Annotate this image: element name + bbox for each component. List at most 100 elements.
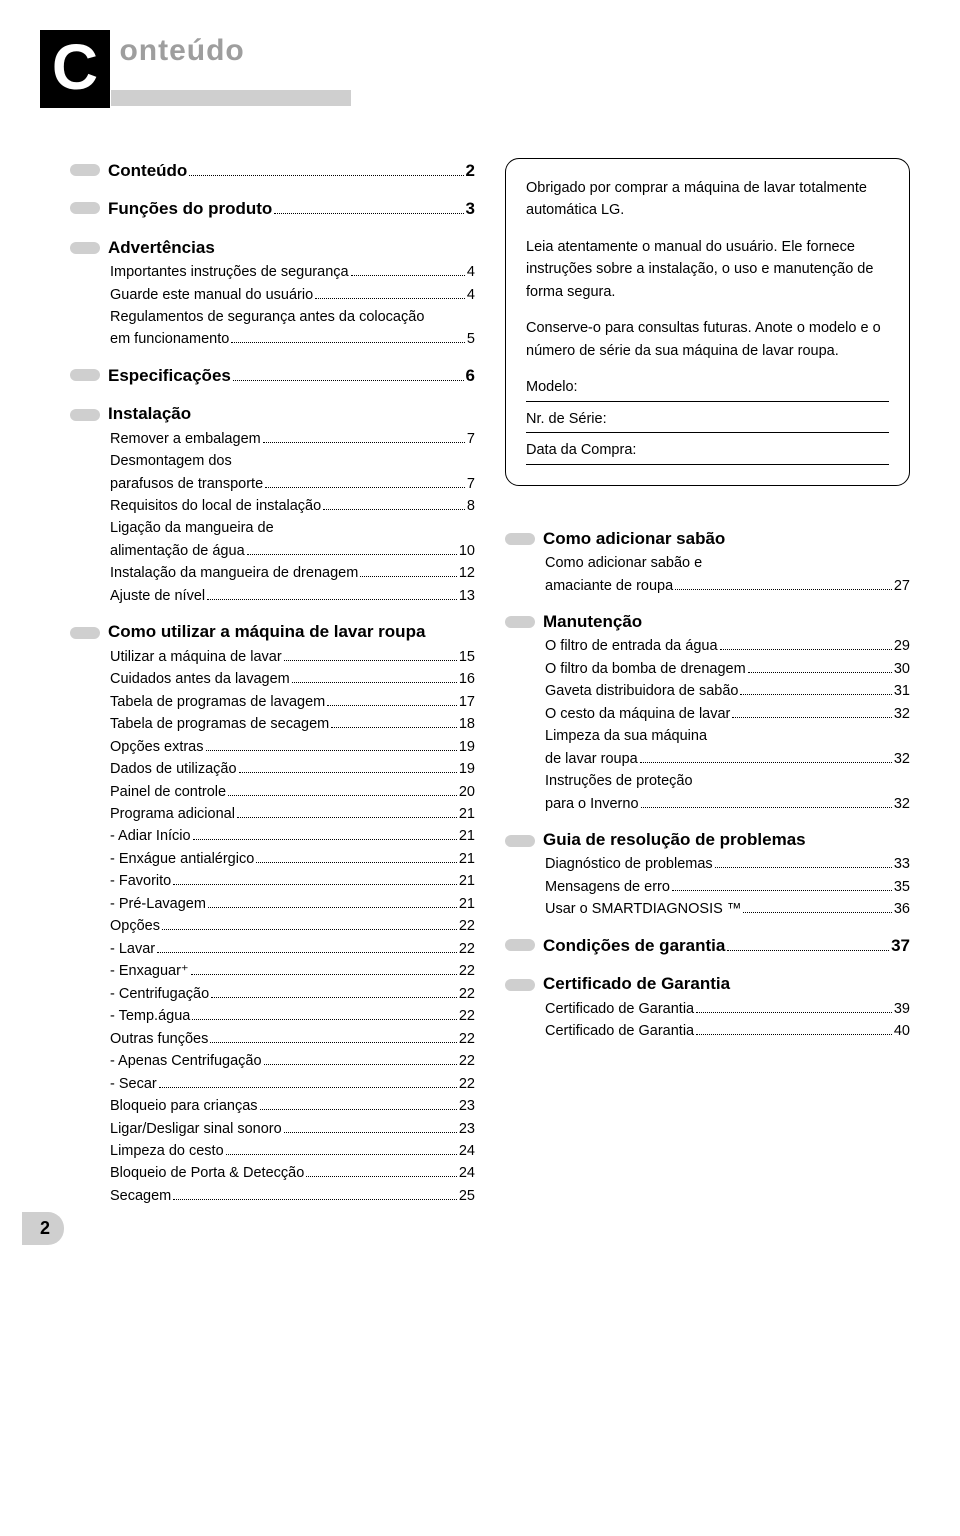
toc-item: Como adicionar sabão eamaciante de roupa… bbox=[545, 552, 910, 597]
toc-section-title: Advertências bbox=[110, 235, 475, 261]
toc-page: 35 bbox=[894, 876, 910, 898]
toc-section: Conteúdo2 bbox=[70, 158, 475, 184]
toc-item-label: Certificado de Garantia bbox=[545, 1020, 694, 1042]
toc-item-lastline: alimentação de água10 bbox=[110, 540, 475, 562]
toc-item-label: Diagnóstico de problemas bbox=[545, 853, 713, 875]
toc-item-label: Programa adicional bbox=[110, 803, 235, 825]
toc-item-label: O filtro da bomba de drenagem bbox=[545, 658, 746, 680]
toc-page: 19 bbox=[459, 736, 475, 758]
toc-section-title: Conteúdo2 bbox=[110, 158, 475, 184]
toc-item-label: Cuidados antes da lavagem bbox=[110, 668, 290, 690]
toc-section-title: Funções do produto3 bbox=[110, 196, 475, 222]
toc-item-label: Requisitos do local de instalação bbox=[110, 495, 321, 517]
section-title-text: Manutenção bbox=[543, 612, 642, 631]
toc-item-lastline: para o Inverno 32 bbox=[545, 793, 910, 815]
toc-page: 39 bbox=[894, 998, 910, 1020]
toc-dots bbox=[727, 950, 889, 951]
toc-item-label: Mensagens de erro bbox=[545, 876, 670, 898]
toc-dots bbox=[306, 1176, 457, 1177]
toc-item-label: - Centrifugação bbox=[110, 983, 209, 1005]
toc-dots bbox=[732, 717, 891, 718]
toc-dots bbox=[331, 727, 457, 728]
toc-dots bbox=[162, 929, 457, 930]
toc-page: 24 bbox=[459, 1162, 475, 1184]
toc-page: 21 bbox=[459, 848, 475, 870]
toc-item-label: Secagem bbox=[110, 1185, 171, 1207]
toc-page: 3 bbox=[466, 196, 475, 222]
toc-item-label: Utilizar a máquina de lavar bbox=[110, 646, 282, 668]
toc-item: Ligar/Desligar sinal sonoro23 bbox=[110, 1118, 475, 1140]
toc-item-label: Importantes instruções de segurança bbox=[110, 261, 349, 283]
toc-page: 13 bbox=[459, 585, 475, 607]
toc-item-label: O cesto da máquina de lavar bbox=[545, 703, 730, 725]
toc-dots bbox=[237, 817, 457, 818]
toc-dots bbox=[211, 997, 457, 998]
toc-page: 7 bbox=[467, 473, 475, 495]
toc-item: Programa adicional21 bbox=[110, 803, 475, 825]
toc-page: 30 bbox=[894, 658, 910, 680]
toc-item: - Centrifugação22 bbox=[110, 983, 475, 1005]
toc-section: Funções do produto3 bbox=[70, 196, 475, 222]
toc-item: Cuidados antes da lavagem16 bbox=[110, 668, 475, 690]
toc-dots bbox=[696, 1012, 892, 1013]
toc-dots bbox=[247, 554, 457, 555]
toc-item-label: Guarde este manual do usuário bbox=[110, 284, 313, 306]
section-bullet bbox=[70, 242, 100, 254]
header-underline bbox=[111, 90, 351, 106]
toc-item-label: para o Inverno bbox=[545, 793, 639, 815]
toc-item: Regulamentos de segurança antes da coloc… bbox=[110, 306, 475, 351]
toc-page: 4 bbox=[467, 261, 475, 283]
toc-item: Opções22 bbox=[110, 915, 475, 937]
toc-item-label: - Enxágue antialérgico bbox=[110, 848, 254, 870]
toc-page: 36 bbox=[894, 898, 910, 920]
toc-item-label: Como adicionar sabão e bbox=[545, 552, 910, 574]
toc-item-label: de lavar roupa bbox=[545, 748, 638, 770]
toc-item-label: parafusos de transporte bbox=[110, 473, 263, 495]
section-bullet bbox=[70, 409, 100, 421]
toc-item-label: Instalação da mangueira de drenagem bbox=[110, 562, 358, 584]
section-title-text: Conteúdo bbox=[108, 158, 187, 184]
toc-item: Instalação da mangueira de drenagem12 bbox=[110, 562, 475, 584]
toc-item-label: - Enxaguar⁺ bbox=[110, 960, 189, 982]
toc-dots bbox=[743, 912, 892, 913]
toc-item: Certificado de Garantia40 bbox=[545, 1020, 910, 1042]
toc-item-lastline: amaciante de roupa27 bbox=[545, 575, 910, 597]
toc-item-label: - Secar bbox=[110, 1073, 157, 1095]
toc-section: Como adicionar sabão Como adicionar sabão… bbox=[505, 526, 910, 597]
toc-dots bbox=[720, 649, 892, 650]
section-title-text: Advertências bbox=[108, 238, 215, 257]
toc-page: 22 bbox=[459, 1073, 475, 1095]
toc-section: ManutençãoO filtro de entrada da água29O… bbox=[505, 609, 910, 815]
toc-page: 32 bbox=[894, 793, 910, 815]
toc-dots bbox=[263, 442, 465, 443]
toc-dots bbox=[672, 890, 892, 891]
toc-page: 10 bbox=[459, 540, 475, 562]
toc-page: 24 bbox=[459, 1140, 475, 1162]
toc-item-label: Instruções de proteção bbox=[545, 770, 910, 792]
toc-page: 22 bbox=[459, 1028, 475, 1050]
toc-item-label: Tabela de programas de secagem bbox=[110, 713, 329, 735]
toc-item-label: - Apenas Centrifugação bbox=[110, 1050, 262, 1072]
toc-item: Diagnóstico de problemas33 bbox=[545, 853, 910, 875]
toc-item: Bloqueio para crianças23 bbox=[110, 1095, 475, 1117]
header-rest-wrap: onteúdo bbox=[111, 30, 351, 106]
toc-dots bbox=[193, 839, 457, 840]
header-initial: C bbox=[40, 30, 110, 108]
toc-item: Tabela de programas de lavagem17 bbox=[110, 691, 475, 713]
toc-item-label: Tabela de programas de lavagem bbox=[110, 691, 325, 713]
toc-section: InstalaçãoRemover a embalagem7Desmontage… bbox=[70, 401, 475, 607]
toc-section: Advertências Importantes instruções de se… bbox=[70, 235, 475, 351]
toc-page: 29 bbox=[894, 635, 910, 657]
toc-dots bbox=[191, 974, 457, 975]
toc-page: 32 bbox=[894, 703, 910, 725]
toc-dots bbox=[740, 694, 891, 695]
toc-item-label: Limpeza do cesto bbox=[110, 1140, 224, 1162]
section-title-text: Como adicionar sabão bbox=[543, 529, 725, 548]
toc-item-label: em funcionamento bbox=[110, 328, 229, 350]
toc-item: Bloqueio de Porta & Detecção24 bbox=[110, 1162, 475, 1184]
content-columns: Conteúdo2 Funções do produto3 Advertências… bbox=[70, 158, 910, 1219]
toc-dots bbox=[274, 213, 463, 214]
toc-item: Guarde este manual do usuário4 bbox=[110, 284, 475, 306]
toc-dots bbox=[206, 750, 457, 751]
toc-item-label: Bloqueio para crianças bbox=[110, 1095, 258, 1117]
